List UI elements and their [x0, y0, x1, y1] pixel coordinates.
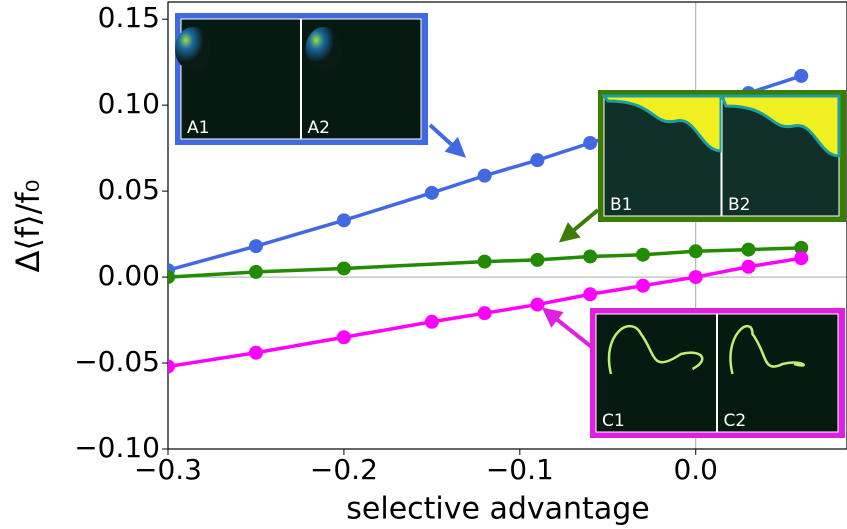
data-point — [794, 240, 809, 255]
data-point — [248, 239, 263, 254]
inset-label: A1 — [187, 118, 209, 138]
data-point — [424, 314, 439, 329]
data-point — [248, 345, 263, 360]
data-point — [688, 244, 703, 259]
data-point — [635, 247, 650, 262]
data-point — [794, 68, 809, 83]
y-tick-label: 0.15 — [98, 1, 160, 34]
data-point — [530, 153, 545, 168]
data-point — [583, 287, 598, 302]
data-point — [168, 359, 175, 374]
inset-label: B2 — [728, 195, 750, 215]
y-tick-label: 0.00 — [98, 259, 160, 292]
inset-feature — [305, 27, 342, 71]
y-tick-label: −0.10 — [74, 431, 160, 464]
data-point — [583, 135, 598, 150]
data-point — [248, 264, 263, 279]
inset-label: A2 — [308, 118, 330, 138]
data-point — [741, 242, 756, 257]
inset-arrow — [428, 123, 466, 158]
series-line — [168, 246, 802, 279]
y-tick-label: 0.10 — [98, 87, 160, 120]
data-point — [477, 254, 492, 269]
inset-label: C2 — [724, 411, 747, 431]
data-point — [688, 270, 703, 285]
inset-feature — [729, 325, 806, 375]
inset-arrow — [558, 208, 600, 243]
plot-frame — [167, 1, 847, 450]
data-point — [336, 330, 351, 345]
y-tick-label: 0.05 — [98, 173, 160, 206]
inset-feature — [175, 27, 211, 71]
data-point — [530, 252, 545, 267]
y-tick-label: −0.05 — [74, 345, 160, 378]
x-tick-label: −0.2 — [310, 453, 378, 486]
inset-feature — [607, 325, 704, 375]
data-point — [635, 278, 650, 293]
inset-feature — [600, 94, 723, 153]
data-point — [741, 259, 756, 274]
data-point — [424, 185, 439, 200]
data-point — [168, 270, 175, 285]
inset-label: C1 — [602, 411, 625, 431]
data-point — [336, 213, 351, 228]
x-axis-label: selective advantage — [346, 492, 649, 527]
data-point — [336, 261, 351, 276]
data-point — [477, 306, 492, 321]
y-axis-label: Δ⟨f⟩/f₀ — [9, 180, 47, 273]
inset-label: B1 — [610, 195, 632, 215]
data-point — [530, 297, 545, 312]
inset-arrow — [541, 307, 600, 354]
insets: A1 A2 B1 B2 C1 C2 — [175, 13, 846, 438]
inset-feature — [719, 94, 841, 158]
x-tick-label: −0.3 — [134, 453, 202, 486]
x-tick-label: 0.0 — [673, 453, 718, 486]
x-tick-label: −0.1 — [486, 453, 554, 486]
data-point — [583, 249, 598, 264]
data-point — [477, 168, 492, 183]
plot-area: 0.15 0.10 0.05 0.00 −0.05 −0.10−0.3 −0.2 −0.1 0.… — [74, 1, 847, 486]
data-point — [794, 251, 809, 266]
